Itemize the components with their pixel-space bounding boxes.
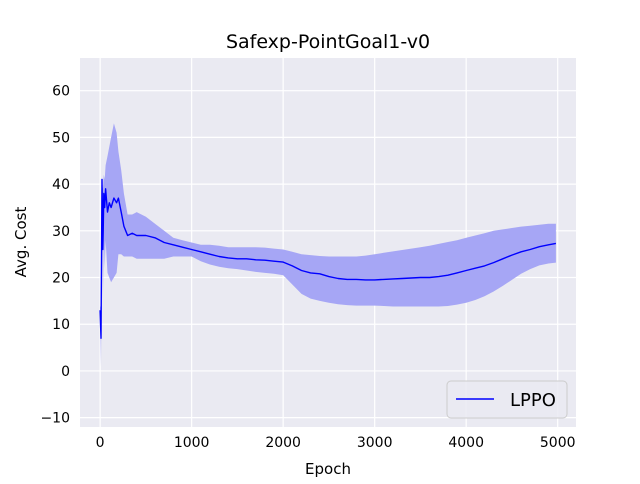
y-tick-label: 40 — [52, 177, 70, 193]
chart-title: Safexp-PointGoal1-v0 — [226, 31, 430, 53]
x-axis-label: Epoch — [305, 460, 351, 478]
y-tick-label: 50 — [52, 130, 70, 146]
y-tick-label: 30 — [52, 224, 70, 240]
legend: LPPO — [446, 380, 568, 419]
series-line-layer — [99, 178, 557, 339]
x-tick-label: 2000 — [265, 435, 301, 451]
y-tick-label: 0 — [61, 364, 70, 380]
legend-box — [446, 380, 568, 419]
confidence-band — [100, 123, 556, 367]
x-tick-label: 1000 — [174, 435, 210, 451]
x-tick-label: 3000 — [357, 435, 393, 451]
legend-label: LPPO — [510, 390, 556, 411]
x-tick-labels: 0 1000 2000 3000 4000 5000 — [96, 435, 576, 451]
confidence-band-layer — [100, 123, 556, 367]
y-tick-label: −10 — [40, 411, 70, 427]
x-tick-label: 5000 — [540, 435, 576, 451]
x-tick-label: 4000 — [448, 435, 484, 451]
y-tick-label: 20 — [52, 271, 70, 287]
y-tick-labels: −10 0 10 20 30 40 50 60 — [40, 84, 70, 427]
y-tick-label: 60 — [52, 84, 70, 100]
y-axis-label: Avg. Cost — [12, 207, 30, 278]
x-tick-label: 0 — [96, 435, 105, 451]
y-tick-label: 10 — [52, 317, 70, 333]
series-line-lppo — [99, 178, 557, 339]
